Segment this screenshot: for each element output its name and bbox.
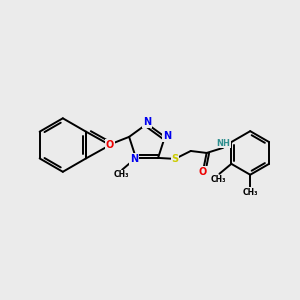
Text: CH₃: CH₃ <box>113 170 129 179</box>
Text: CH₃: CH₃ <box>242 188 258 197</box>
Text: CH₃: CH₃ <box>211 175 226 184</box>
Text: NH: NH <box>217 139 230 148</box>
Text: N: N <box>130 154 138 164</box>
Text: O: O <box>199 167 207 177</box>
Text: N: N <box>143 117 151 127</box>
Text: S: S <box>171 154 178 164</box>
Text: N: N <box>163 131 171 141</box>
Text: O: O <box>106 140 114 150</box>
